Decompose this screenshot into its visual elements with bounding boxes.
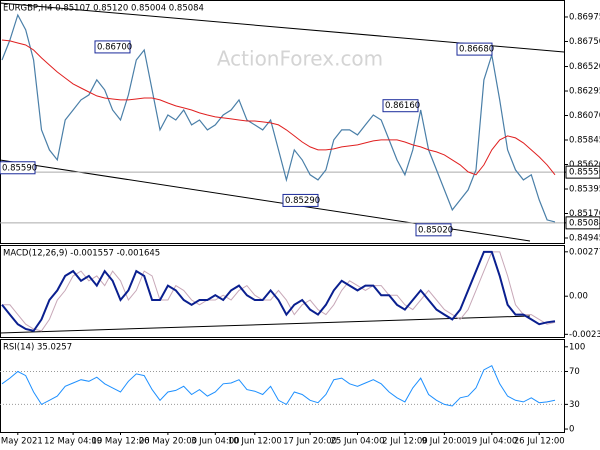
- panel-title: EURGBP,H4 0.85107 0.85120 0.85004 0.8508…: [3, 4, 204, 14]
- x-tick-label: 3 Jun 04:00: [191, 437, 240, 447]
- trend-line: [0, 315, 531, 334]
- x-tick-label: 12 May 04:00: [44, 437, 102, 447]
- x-tick-label: 26 May 20:00: [139, 437, 197, 447]
- x-tick-label: 19 Jul 04:00: [466, 437, 517, 447]
- series-line: [1, 250, 556, 333]
- annotation-label: 0.86160: [385, 101, 420, 111]
- tick-highlight: [565, 165, 600, 179]
- y-tick-label: 70: [569, 367, 580, 377]
- y-tick-label: 0.85084: [569, 218, 600, 228]
- y-tick-label: 30: [569, 400, 580, 410]
- x-tick-label: 2 Jul 12:00: [382, 437, 428, 447]
- y-tick-label: 0.84945: [569, 233, 600, 243]
- y-tick-label: 0: [569, 425, 574, 435]
- annotation-label: 0.85590: [2, 163, 37, 173]
- annotation-box: [282, 193, 319, 207]
- annotation-box: [415, 223, 452, 237]
- x-tick-label: 9 Jul 20:00: [422, 437, 468, 447]
- y-tick-label: 0.002774: [569, 247, 600, 257]
- panel-frame: [0, 0, 565, 244]
- y-tick-label: 0.86975: [569, 12, 600, 22]
- annotation-label: 0.86680: [459, 45, 494, 55]
- annotation-box: [456, 42, 493, 56]
- annotation-box: [0, 161, 36, 175]
- y-tick-label: 0.86295: [569, 87, 600, 97]
- panel-title: RSI(14) 35.0257: [3, 343, 72, 353]
- x-tick-label: 17 Jun 20:00: [283, 437, 337, 447]
- annotation-label: 0.85020: [418, 225, 453, 235]
- x-tick-label: 26 Jul 12:00: [514, 437, 565, 447]
- annotation-box: [94, 40, 131, 54]
- y-tick-label: -0.002383: [569, 330, 600, 340]
- x-tick-label: 19 May 12:00: [91, 437, 149, 447]
- series-line: [1, 39, 556, 176]
- x-tick-label: 10 Jun 12:00: [228, 437, 282, 447]
- annotation-box: [382, 99, 419, 113]
- annotation-label: 0.86700: [97, 42, 132, 52]
- y-tick-label: 100: [569, 342, 585, 352]
- y-tick-label: 0.85845: [569, 136, 600, 146]
- y-tick-label: 0.00: [569, 292, 588, 302]
- watermark: ActionForex.com: [217, 47, 383, 71]
- panel-frame: [0, 339, 565, 433]
- series-line: [1, 13, 556, 223]
- x-tick-label: 4 May 2021: [0, 437, 43, 447]
- x-tick-label: 25 Jun 04:00: [331, 437, 385, 447]
- series-line: [1, 365, 556, 407]
- annotation-label: 0.85290: [285, 196, 320, 206]
- y-tick-label: 0.85395: [569, 185, 600, 195]
- panel-frame: [0, 245, 565, 338]
- panel-title: MACD(12,26,9) -0.001557 -0.001645: [3, 249, 160, 259]
- series-line: [2, 251, 556, 332]
- tick-highlight: [565, 216, 600, 230]
